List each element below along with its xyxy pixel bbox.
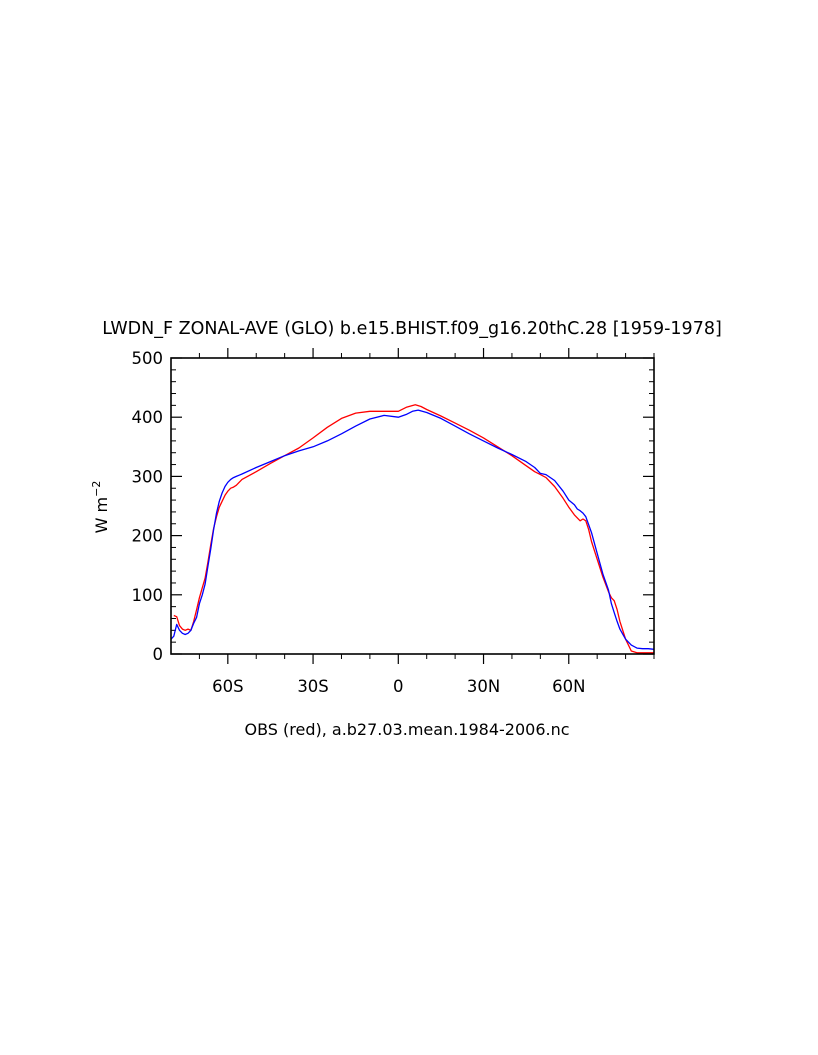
x-tick-label: 60N (552, 677, 585, 696)
series-line-model (170, 409, 655, 650)
x-axis-label: OBS (red), a.b27.03.mean.1984-2006.nc (244, 720, 569, 739)
chart-title: LWDN_F ZONAL-AVE (GLO) b.e15.BHIST.f09_g… (102, 319, 722, 339)
y-tick-label: 100 (132, 586, 164, 605)
plot-frame (170, 357, 655, 655)
y-tick-label: 400 (132, 408, 164, 427)
y-tick-label: 300 (132, 467, 164, 486)
x-tick-label: 60S (212, 677, 243, 696)
x-tick-label: 0 (393, 677, 404, 696)
y-axis-label-exponent: −2 (90, 481, 103, 497)
series-line-obs (173, 404, 654, 654)
series-layer (170, 404, 655, 654)
x-tick-label: 30N (467, 677, 500, 696)
y-tick-label: 0 (153, 645, 164, 664)
svg-text:W m−2: W m−2 (90, 481, 111, 534)
x-tick-label: 30S (297, 677, 328, 696)
axes: 0 100 200 300 400 500 60S 30S 0 30N 60N (132, 348, 655, 696)
y-tick-label: 500 (132, 349, 164, 368)
y-axis-label: W m−2 (90, 481, 111, 534)
y-tick-label: 200 (132, 527, 164, 546)
y-axis-label-base: W m (92, 497, 111, 534)
